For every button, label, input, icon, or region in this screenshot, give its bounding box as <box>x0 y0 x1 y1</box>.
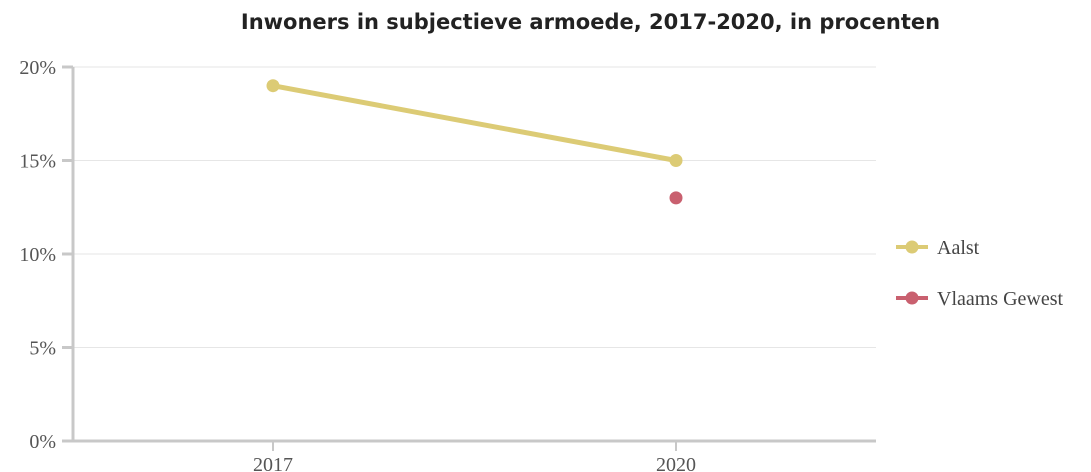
y-tick-label: 10% <box>19 244 56 266</box>
legend-marker-icon <box>905 291 919 305</box>
chart-title: Inwoners in subjectieve armoede, 2017-20… <box>240 10 941 34</box>
legend-label: Vlaams Gewest <box>937 288 1064 310</box>
x-tick-label: 2017 <box>253 454 293 472</box>
legend-label: Aalst <box>937 237 980 259</box>
y-tick-label: 15% <box>19 151 56 173</box>
data-point <box>669 154 683 167</box>
y-tick-label: 0% <box>29 431 56 453</box>
x-tick-label: 2020 <box>656 454 696 472</box>
y-tick-label: 5% <box>29 338 56 360</box>
y-tick-label: 20% <box>19 57 56 79</box>
series-layer <box>266 79 683 205</box>
legend-marker-icon <box>905 240 919 254</box>
x-axis-ticks: 2017 2020 <box>253 441 696 472</box>
y-axis-ticks: 0% 5% 10% 15% 20% <box>19 57 73 453</box>
data-point <box>266 79 280 93</box>
legend: Aalst Vlaams Gewest <box>896 237 1064 310</box>
gridlines <box>73 66 876 348</box>
series-line-0 <box>270 83 679 163</box>
data-point <box>669 191 683 205</box>
